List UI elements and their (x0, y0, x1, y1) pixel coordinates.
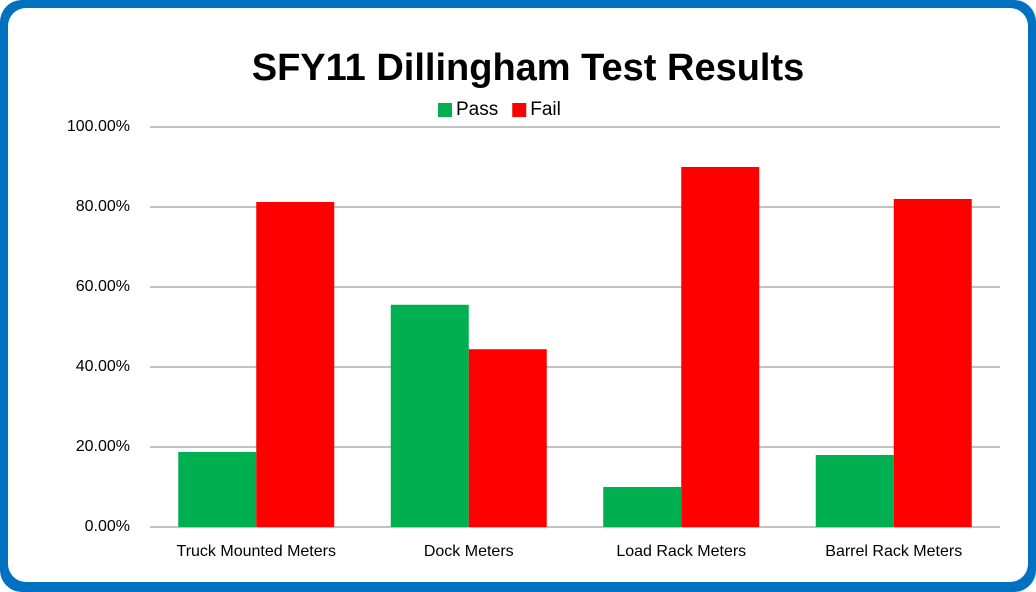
bar (468, 349, 547, 527)
bar (893, 199, 972, 527)
bar (815, 455, 894, 527)
y-tick-label: 20.00% (76, 438, 130, 455)
x-tick-label: Load Rack Meters (616, 543, 746, 560)
legend-label: Fail (530, 99, 561, 120)
y-tick-label: 100.00% (67, 118, 130, 135)
y-tick-label: 40.00% (76, 358, 130, 375)
x-tick-label: Truck Mounted Meters (177, 543, 336, 560)
legend-label: Pass (456, 99, 498, 120)
x-tick-label: Dock Meters (424, 543, 514, 560)
legend-swatch (512, 103, 527, 117)
y-tick-label: 0.00% (85, 518, 130, 535)
legend-swatch (438, 103, 452, 117)
bar (603, 487, 682, 527)
bar (681, 167, 760, 527)
bar (390, 304, 469, 527)
chart-title: SFY11 Dillingham Test Results (252, 47, 805, 89)
y-tick-label: 80.00% (76, 198, 130, 215)
x-tick-label: Barrel Rack Meters (825, 543, 962, 560)
y-tick-label: 60.00% (76, 278, 130, 295)
bar (256, 202, 335, 527)
bar (178, 452, 257, 527)
